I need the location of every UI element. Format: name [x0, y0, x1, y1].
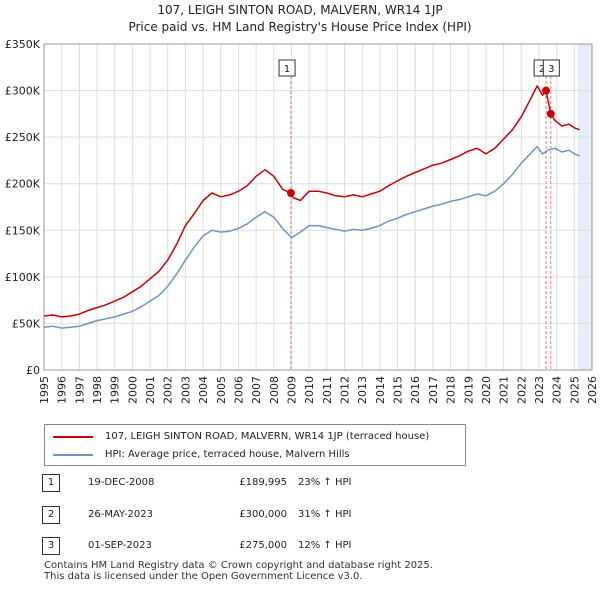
x-tick-label: 2009	[285, 376, 298, 404]
x-tick-label: 1996	[56, 376, 69, 404]
x-tick-label: 2020	[480, 376, 493, 404]
legend-swatch-hpi	[53, 453, 93, 456]
x-tick-label: 2003	[179, 376, 192, 404]
chart-subtitle: Price paid vs. HM Land Registry's House …	[128, 20, 472, 34]
x-tick-label: 2001	[144, 376, 157, 404]
chart-title: 107, LEIGH SINTON ROAD, MALVERN, WR14 1J…	[157, 3, 443, 17]
transaction-number-badge: 3	[42, 537, 60, 555]
legend-label-hpi: HPI: Average price, terraced house, Malv…	[105, 449, 350, 460]
x-tick-label: 2025	[568, 376, 581, 404]
x-tick-label: 2000	[126, 376, 139, 404]
x-tick-label: 2026	[586, 376, 599, 404]
transaction-row: 1 19-DEC-2008 £189,995 23% ↑ HPI	[42, 474, 542, 492]
y-tick-label: £300K	[5, 85, 41, 98]
transaction-price: £300,000	[239, 509, 287, 520]
sale-point	[286, 189, 295, 198]
legend-label-property: 107, LEIGH SINTON ROAD, MALVERN, WR14 1J…	[105, 431, 430, 442]
price-chart: £0 £50K £100K £150K £200K £250K £300K £350K 1995…	[5, 38, 599, 404]
x-tick-label: 1998	[91, 376, 104, 404]
transaction-price: £275,000	[239, 540, 287, 551]
marker-badge-label: 1	[284, 64, 290, 75]
transaction-row: 2 26-MAY-2023 £300,000 31% ↑ HPI	[42, 506, 542, 524]
footer: Contains HM Land Registry data © Crown c…	[44, 560, 433, 582]
x-tick-label: 2011	[321, 376, 334, 404]
marker-badge	[542, 59, 560, 77]
chart-legend: 107, LEIGH SINTON ROAD, MALVERN, WR14 1J…	[44, 424, 466, 466]
marker-badge-label: 3	[548, 64, 554, 75]
y-tick-label: £200K	[5, 178, 41, 191]
x-tick-label: 2013	[356, 376, 369, 404]
x-tick-label: 2021	[498, 376, 511, 404]
footer-licence: This data is licensed under the Open Gov…	[44, 571, 363, 582]
x-tick-label: 1997	[73, 376, 86, 404]
y-tick-label: £50K	[12, 317, 41, 330]
hpi-line	[43, 145, 580, 329]
transaction-price: £189,995	[239, 477, 287, 488]
x-tick-label: 2023	[533, 376, 546, 404]
sale-point	[542, 86, 551, 95]
transaction-number-badge: 2	[42, 506, 60, 524]
y-tick-label: £250K	[5, 131, 41, 144]
x-tick-label: 2022	[515, 376, 528, 404]
marker-badge-label: 2	[539, 64, 545, 75]
x-tick-label: 2012	[339, 376, 352, 404]
transaction-hpi-change: 12% ↑ HPI	[298, 540, 352, 551]
y-tick-label: £150K	[5, 224, 41, 237]
transaction-date: 01-SEP-2023	[88, 540, 152, 551]
transaction-hpi-change: 23% ↑ HPI	[298, 477, 352, 488]
future-shade-band	[577, 44, 592, 370]
legend-item-property: 107, LEIGH SINTON ROAD, MALVERN, WR14 1J…	[53, 431, 429, 442]
plot-frame	[43, 43, 593, 371]
y-tick-label: £0	[26, 364, 40, 377]
transaction-date: 26-MAY-2023	[88, 509, 154, 520]
x-tick-label: 2018	[445, 376, 458, 404]
x-tick-label: 2007	[250, 376, 263, 404]
transaction-number-badge: 1	[42, 474, 60, 492]
x-tick-label: 2004	[197, 376, 210, 404]
marker-badge	[278, 59, 296, 77]
x-tick-label: 2015	[392, 376, 405, 404]
x-tick-label: 2017	[427, 376, 440, 404]
transaction-date: 19-DEC-2008	[88, 477, 155, 488]
sale-point	[546, 109, 555, 118]
x-tick-label: 2019	[462, 376, 475, 404]
y-tick-label: £350K	[5, 38, 41, 51]
property-price-line	[43, 85, 580, 318]
footer-copyright: Contains HM Land Registry data © Crown c…	[44, 560, 433, 571]
y-tick-label: £100K	[5, 271, 41, 284]
x-tick-label: 2005	[215, 376, 228, 404]
x-tick-label: 2024	[551, 376, 564, 404]
x-tick-label: 1999	[109, 376, 122, 404]
x-tick-label: 2014	[374, 376, 387, 404]
x-tick-label: 2006	[232, 376, 245, 404]
x-tick-label: 2008	[268, 376, 281, 404]
transaction-hpi-change: 31% ↑ HPI	[298, 509, 352, 520]
legend-item-hpi: HPI: Average price, terraced house, Malv…	[53, 449, 350, 460]
x-tick-label: 1995	[38, 376, 51, 404]
transaction-row: 3 01-SEP-2023 £275,000 12% ↑ HPI	[42, 537, 542, 555]
x-tick-label: 2010	[303, 376, 316, 404]
x-tick-label: 2016	[409, 376, 422, 404]
x-tick-label: 2002	[162, 376, 175, 404]
legend-swatch-property	[53, 435, 93, 438]
